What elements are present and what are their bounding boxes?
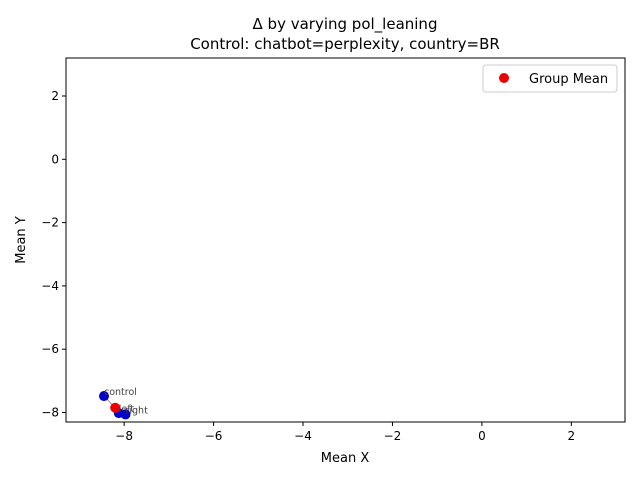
y-tick-label: 2 [51,89,59,103]
legend-marker-group-mean [499,73,509,83]
y-tick-label: 0 [51,152,59,166]
data-point-control [99,391,110,402]
y-tick-label: −6 [41,342,59,356]
point-label-right: right [125,405,148,416]
x-axis-label: Mean X [321,451,370,466]
chart-title-line1: Δ by varying pol_leaning [253,15,438,34]
y-axis-ticks: −8 −6 −4 −2 0 2 [41,89,66,420]
y-axis-label: Mean Y [14,216,29,264]
x-tick-label: 2 [568,429,576,443]
legend: Group Mean [482,64,618,93]
data-point-right [120,409,131,420]
x-tick-label: 0 [478,429,486,443]
point-label-control: control [104,387,137,398]
x-tick-label: −2 [384,429,402,443]
plot-frame [65,57,626,423]
y-tick-label: −2 [41,216,59,230]
group-mean-point [110,402,121,413]
y-tick-label: −4 [41,279,59,293]
x-tick-label: −8 [115,429,133,443]
x-tick-label: −4 [294,429,312,443]
y-tick-label: −8 [41,406,59,420]
legend-label-group-mean: Group Mean [529,72,608,87]
chart-title-line2: Control: chatbot=perplexity, country=BR [190,35,500,53]
legend-box [482,64,618,93]
x-tick-label: −6 [205,429,223,443]
x-axis-ticks: −8 −6 −4 −2 0 2 [115,422,575,443]
